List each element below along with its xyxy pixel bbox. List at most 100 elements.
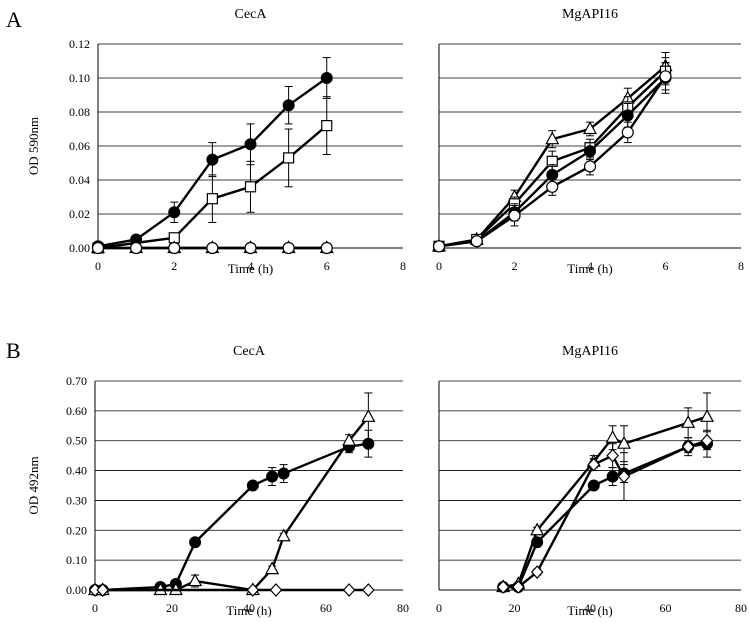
panel-letter-a: A — [6, 7, 22, 32]
chart-3-point — [342, 583, 356, 597]
chart-3-y-tick-label: 0.70 — [66, 374, 87, 388]
chart-3-series-diamond-open — [88, 583, 375, 597]
chart-1-point — [244, 138, 257, 151]
chart-4-series-line — [502, 415, 708, 589]
chart-2-point — [545, 131, 560, 145]
chart-4-point — [700, 433, 714, 448]
chart-3-x-tick-label: 40 — [243, 601, 255, 615]
chart-4-x-axis-label: Time (h) — [567, 603, 612, 618]
chart-4-point — [606, 448, 619, 463]
chart-4-series-circle-filled — [497, 429, 714, 594]
chart-1-title: CecA — [235, 7, 268, 22]
chart-3-point — [276, 528, 291, 542]
chart-3-x-tick-label: 60 — [320, 601, 332, 615]
chart-3-point — [277, 467, 290, 480]
chart-3-y-axis-label: OD 492nm — [26, 456, 41, 514]
chart-3-y-tick-label: 0.10 — [66, 553, 87, 567]
chart-4-point — [605, 429, 620, 443]
chart-3-series-line — [95, 442, 369, 592]
chart-3-series-triangle-open — [87, 392, 376, 596]
chart-4-title: MgAPI16 — [562, 344, 618, 359]
chart-1-point — [168, 206, 181, 219]
chart-2-x-axis-label: Time (h) — [567, 261, 612, 276]
chart-1-x-tick-label: 6 — [324, 259, 330, 273]
chart-1-point — [282, 99, 295, 112]
chart-1-y-tick-label: 0.06 — [69, 139, 90, 153]
chart-1-point — [283, 152, 295, 164]
chart-2-series-square-open — [433, 57, 672, 252]
chart-2: 0 2 4 6 8 MgAPI16 Time (h) — [431, 7, 744, 276]
chart-3-x-axis-label: Time (h) — [226, 603, 271, 618]
chart-4-point — [606, 470, 619, 483]
chart-3-point — [246, 479, 259, 492]
chart-3-y-tick-label: 0.30 — [66, 493, 87, 507]
chart-1-point — [206, 193, 218, 205]
chart-3-x-tick-label: 0 — [92, 601, 98, 615]
chart-3-point — [362, 583, 375, 597]
chart-1-series-line — [97, 124, 328, 250]
chart-3-y-tick-label: 0.20 — [66, 523, 87, 537]
chart-2-point — [470, 235, 483, 248]
chart-1-point — [206, 153, 219, 166]
chart-4: 0 20 40 60 80 MgAPI16 Time (h) — [436, 344, 747, 618]
chart-2-point — [584, 145, 596, 158]
chart-1-x-axis-label: Time (h) — [228, 261, 273, 276]
chart-4-x-tick-label: 40 — [584, 601, 596, 615]
chart-1-x-tick-label: 2 — [171, 259, 177, 273]
chart-2-point — [621, 126, 634, 139]
chart-4-point — [587, 457, 601, 472]
chart-2-point — [659, 70, 672, 83]
chart-1-point — [321, 119, 333, 132]
chart-1-x-tick-label: 4 — [248, 259, 254, 273]
chart-4-point — [617, 469, 631, 484]
chart-1-series-square-open — [92, 96, 333, 254]
chart-2-point — [508, 209, 521, 222]
chart-4-series-line — [503, 442, 708, 589]
chart-1-y-tick-label: 0.04 — [69, 173, 90, 187]
chart-3: 0.00 0.10 0.20 0.30 0.40 0.50 0.60 0.70 0 20 40 60 8… — [26, 344, 409, 618]
chart-3-x-tick-label: 20 — [166, 601, 178, 615]
chart-1-series-circle-open — [91, 241, 333, 255]
chart-2-x-tick-label: 6 — [663, 259, 669, 273]
chart-1-point — [168, 241, 181, 255]
chart-2-point — [432, 240, 446, 253]
chart-1-y-axis-label: OD 590nm — [26, 117, 41, 175]
chart-2-point — [582, 121, 598, 135]
chart-1-y-tick-label: 0.10 — [69, 71, 90, 85]
chart-4-series-diamond-open — [496, 431, 714, 594]
chart-4-point — [531, 536, 544, 549]
chart-2-x-tick-label: 2 — [512, 259, 518, 273]
chart-1-point — [91, 241, 105, 255]
chart-1-point — [320, 72, 333, 84]
chart-2-x-tick-label: 4 — [587, 259, 593, 273]
chart-4-point — [700, 409, 715, 422]
chart-1-x-tick-label: 8 — [400, 259, 406, 273]
chart-3-point — [265, 561, 280, 575]
chart-1-point — [130, 241, 143, 255]
chart-4-x-tick-label: 0 — [436, 601, 442, 615]
chart-3-point — [96, 583, 110, 597]
chart-3-y-tick-label: 0.40 — [66, 464, 87, 478]
chart-1-point — [206, 241, 219, 255]
chart-4-point — [496, 580, 510, 594]
chart-4-point — [511, 580, 525, 594]
chart-2-series-circle-open — [432, 62, 672, 253]
chart-3-point — [269, 583, 283, 597]
chart-1-y-tick-label: 0.08 — [69, 105, 90, 119]
chart-1-point — [320, 241, 333, 255]
chart-1-y-tick-label: 0.00 — [69, 241, 90, 255]
chart-1-y-tick-label: 0.02 — [69, 207, 90, 221]
chart-3-y-tick-label: 0.00 — [66, 583, 87, 597]
chart-4-point — [616, 435, 631, 449]
chart-3-point — [188, 573, 203, 587]
chart-2-x-tick-label: 0 — [436, 259, 442, 273]
chart-3-point — [361, 409, 376, 422]
chart-1-y-tick-label: 0.12 — [69, 37, 90, 51]
chart-3-series-circle-filled — [89, 429, 375, 596]
chart-1-point — [282, 241, 295, 255]
chart-1-x-tick-label: 0 — [95, 259, 101, 273]
chart-1: 0.00 0.02 0.04 0.06 0.08 0.10 0.12 0 2 4 6 8 CecA Tim… — [26, 7, 406, 276]
chart-3-point — [189, 536, 202, 549]
chart-4-point — [530, 522, 545, 536]
